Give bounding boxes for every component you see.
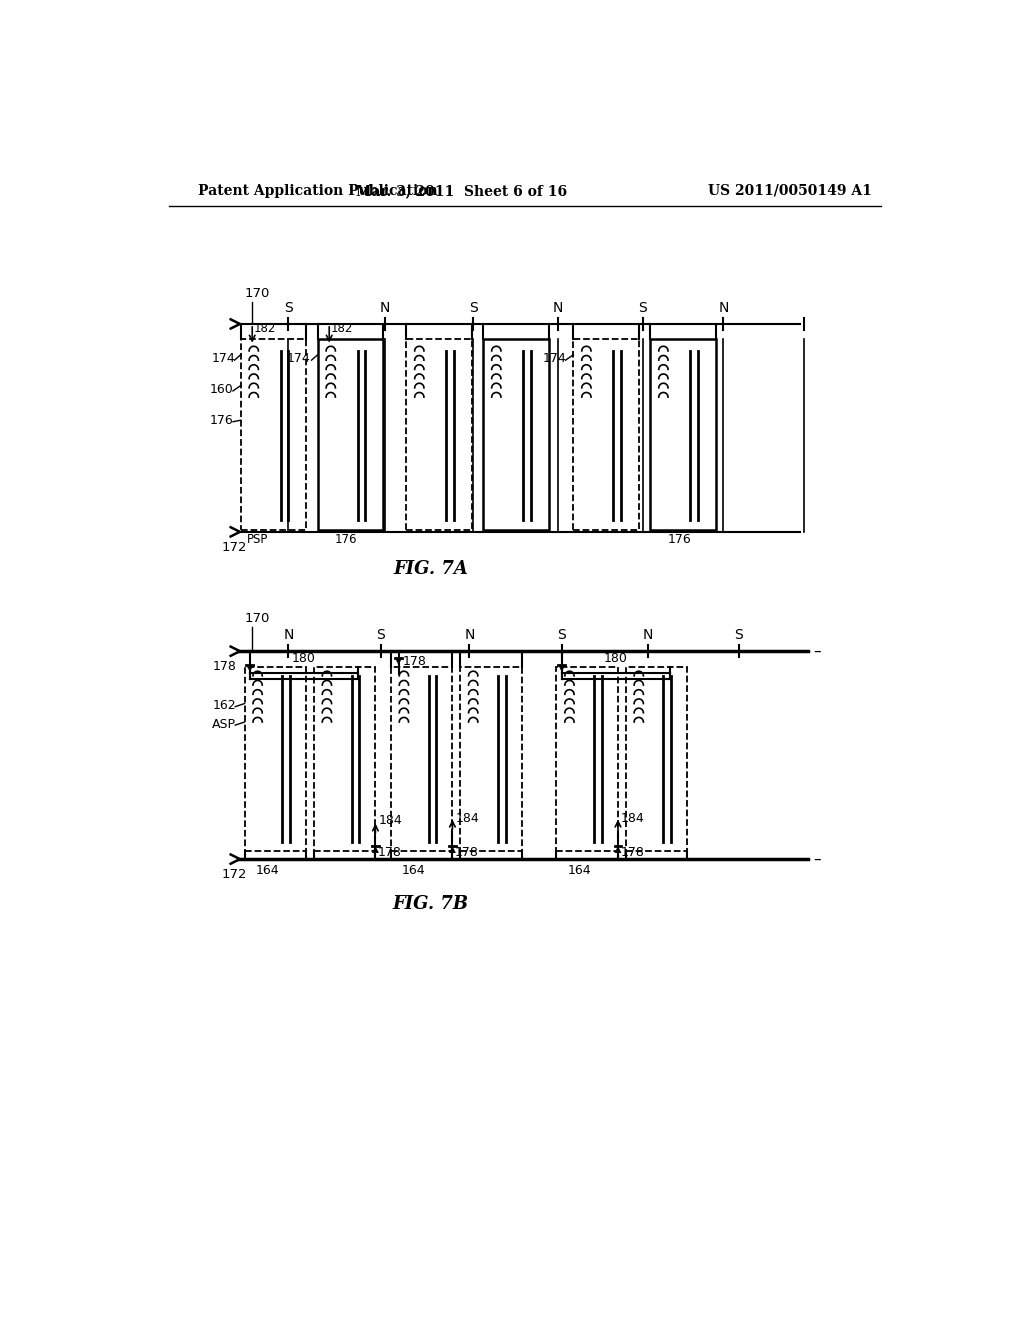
Text: 184: 184	[621, 812, 645, 825]
Bar	[407, 339, 472, 529]
Bar	[317, 339, 383, 529]
Text: S: S	[284, 301, 293, 314]
Text: FIG. 7A: FIG. 7A	[393, 560, 468, 578]
Text: N: N	[464, 628, 474, 642]
Text: 164: 164	[567, 865, 591, 878]
Polygon shape	[395, 659, 402, 665]
Bar	[245, 667, 306, 851]
Text: 176: 176	[335, 533, 357, 546]
Text: 180: 180	[292, 652, 315, 665]
Text: 184: 184	[456, 812, 479, 825]
Text: 178: 178	[455, 846, 478, 859]
Text: –: –	[813, 644, 820, 659]
Text: 174: 174	[287, 352, 310, 366]
Text: Mar. 3, 2011  Sheet 6 of 16: Mar. 3, 2011 Sheet 6 of 16	[356, 183, 567, 198]
Text: 176: 176	[210, 414, 233, 428]
Text: N: N	[553, 301, 563, 314]
Text: 164: 164	[402, 865, 426, 878]
Polygon shape	[247, 665, 253, 672]
Bar	[241, 339, 306, 529]
Text: 170: 170	[245, 286, 270, 300]
Text: 182: 182	[331, 322, 353, 335]
Text: 178: 178	[621, 846, 644, 859]
Polygon shape	[449, 846, 456, 853]
Text: 178: 178	[378, 846, 401, 859]
Text: ASP: ASP	[212, 718, 237, 731]
Text: N: N	[284, 628, 294, 642]
Text: PSP: PSP	[247, 533, 268, 546]
Bar	[556, 667, 617, 851]
Bar	[626, 667, 687, 851]
Text: 172: 172	[221, 869, 247, 882]
Text: 160: 160	[210, 383, 233, 396]
Polygon shape	[372, 846, 379, 853]
Text: 162: 162	[212, 700, 236, 711]
Polygon shape	[614, 846, 622, 853]
Polygon shape	[558, 665, 565, 672]
Bar	[460, 667, 521, 851]
Text: 172: 172	[221, 541, 247, 554]
Text: FIG. 7B: FIG. 7B	[393, 895, 469, 913]
Text: Patent Application Publication: Patent Application Publication	[199, 183, 438, 198]
Text: 176: 176	[668, 533, 691, 546]
Text: S: S	[638, 301, 647, 314]
Text: S: S	[377, 628, 385, 642]
Bar	[650, 339, 716, 529]
Text: N: N	[380, 301, 390, 314]
Bar	[573, 339, 639, 529]
Text: 170: 170	[245, 612, 270, 624]
Bar	[483, 339, 549, 529]
Text: 178: 178	[402, 655, 426, 668]
Text: 174: 174	[211, 352, 236, 366]
Text: N: N	[643, 628, 653, 642]
Text: S: S	[469, 301, 477, 314]
Text: –: –	[813, 851, 820, 867]
Text: 184: 184	[379, 814, 402, 828]
Text: 182: 182	[254, 322, 276, 335]
Text: N: N	[718, 301, 729, 314]
Bar	[391, 667, 453, 851]
Bar	[313, 667, 376, 851]
Text: 164: 164	[256, 865, 280, 878]
Text: 174: 174	[543, 352, 566, 366]
Text: 180: 180	[604, 652, 628, 665]
Text: US 2011/0050149 A1: US 2011/0050149 A1	[708, 183, 871, 198]
Text: S: S	[557, 628, 566, 642]
Text: S: S	[734, 628, 743, 642]
Text: 178: 178	[213, 660, 237, 673]
